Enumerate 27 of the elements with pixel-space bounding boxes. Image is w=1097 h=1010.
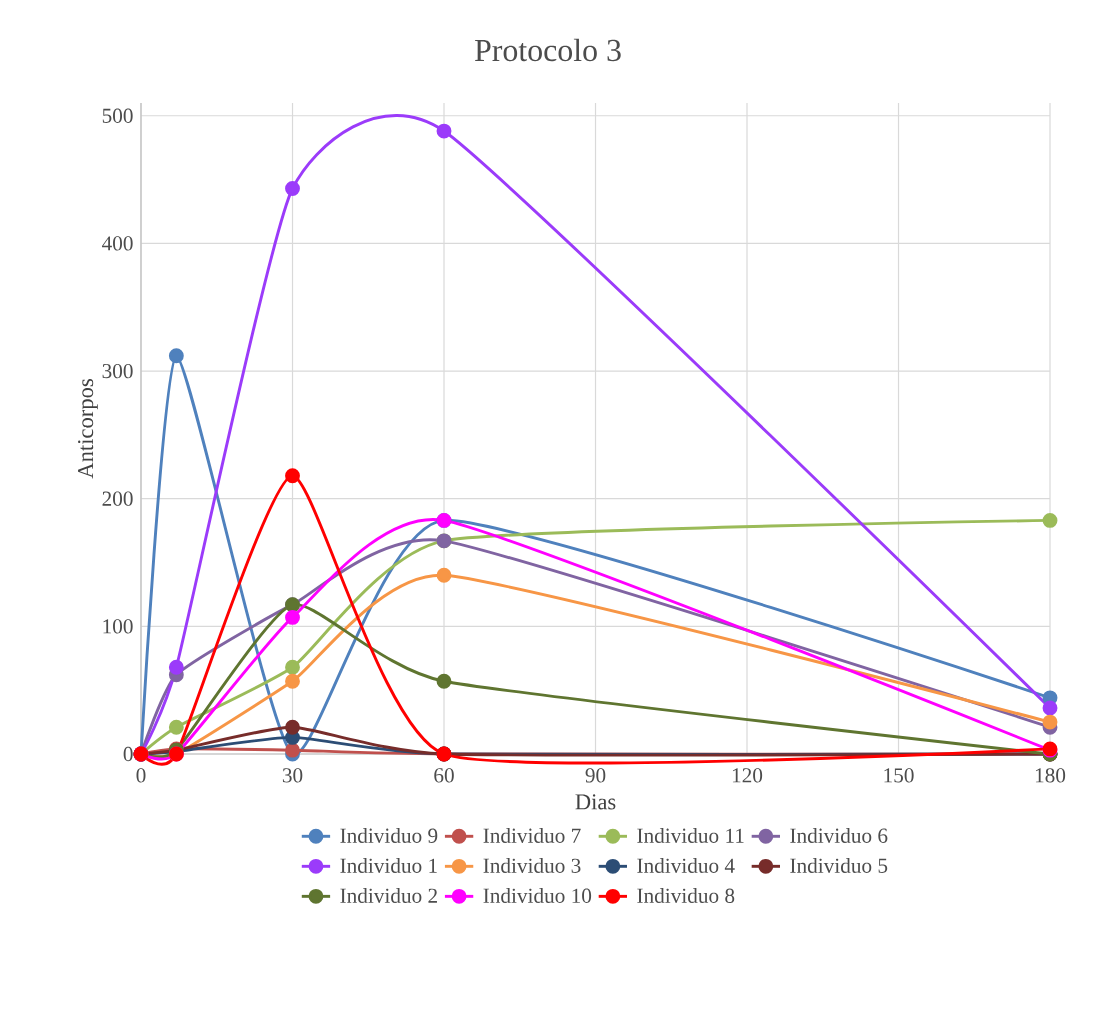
x-tick-label: 30 xyxy=(282,768,303,783)
legend-label: Individuo 6 xyxy=(790,827,888,843)
chart-title: Protocolo 3 xyxy=(474,38,621,62)
y-tick-label: 0 xyxy=(123,746,133,762)
x-tick-label: 90 xyxy=(585,768,606,783)
legend-label: Individuo 4 xyxy=(637,857,735,873)
y-axis-title: Anticorpos xyxy=(78,379,98,479)
y-tick-label: 300 xyxy=(102,363,133,379)
legend-label: Individuo 2 xyxy=(340,887,437,903)
x-tick-label: 0 xyxy=(136,768,146,783)
y-tick-label: 200 xyxy=(102,491,133,506)
y-tick-label: 500 xyxy=(102,108,133,123)
x-tick-label: 150 xyxy=(884,768,914,783)
legend-label: Individuo 5 xyxy=(790,857,888,873)
legend-label: Individuo 1 xyxy=(340,857,437,873)
legend-label: Individuo 9 xyxy=(340,827,438,843)
x-tick-label: 60 xyxy=(434,768,454,783)
x-tick-label: 180 xyxy=(1035,768,1066,783)
x-tick-label: 120 xyxy=(732,768,763,783)
legend-label: Individuo 3 xyxy=(483,857,581,873)
x-axis-title: Dias xyxy=(575,794,616,810)
legend-label: Individuo 10 xyxy=(483,887,592,903)
legend-label: Individuo 8 xyxy=(637,887,735,903)
y-tick-label: 400 xyxy=(102,236,133,251)
legend-label: Individuo 11 xyxy=(637,827,744,843)
legend-label: Individuo 7 xyxy=(483,827,581,843)
y-tick-label: 100 xyxy=(103,619,133,634)
